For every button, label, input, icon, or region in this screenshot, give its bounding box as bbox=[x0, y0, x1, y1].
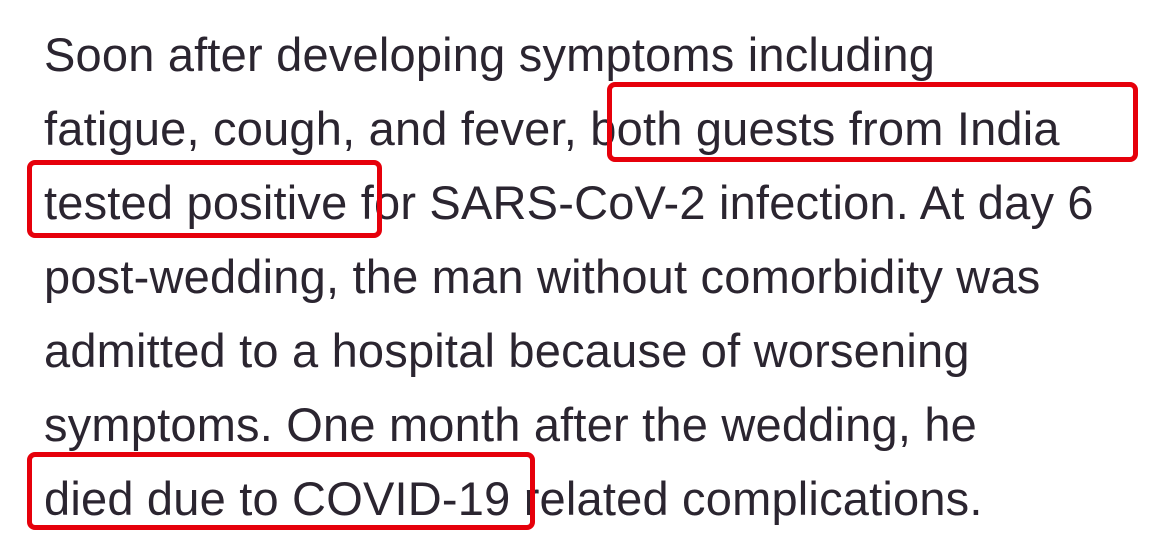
text-run-10: related complications. bbox=[524, 472, 983, 525]
text-run-2: fatigue, cough, and fever, bbox=[44, 102, 590, 155]
text-run-6: post-wedding, the man without comorbidit… bbox=[44, 250, 1040, 303]
text-run-9-highlighted: died due to COVID-19 bbox=[44, 472, 524, 525]
text-run-7: admitted to a hospital because of worsen… bbox=[44, 324, 970, 377]
text-run-1: Soon after developing symptoms including bbox=[44, 28, 935, 81]
body-paragraph: Soon after developing symptoms including… bbox=[44, 18, 1134, 536]
text-run-4-highlighted: tested positive bbox=[44, 176, 361, 229]
text-run-8: symptoms. One month after the wedding, h… bbox=[44, 398, 977, 451]
text-run-3-highlighted: both guests from India bbox=[590, 102, 1059, 155]
text-run-5: for SARS-CoV-2 infection. At day 6 bbox=[361, 176, 1094, 229]
